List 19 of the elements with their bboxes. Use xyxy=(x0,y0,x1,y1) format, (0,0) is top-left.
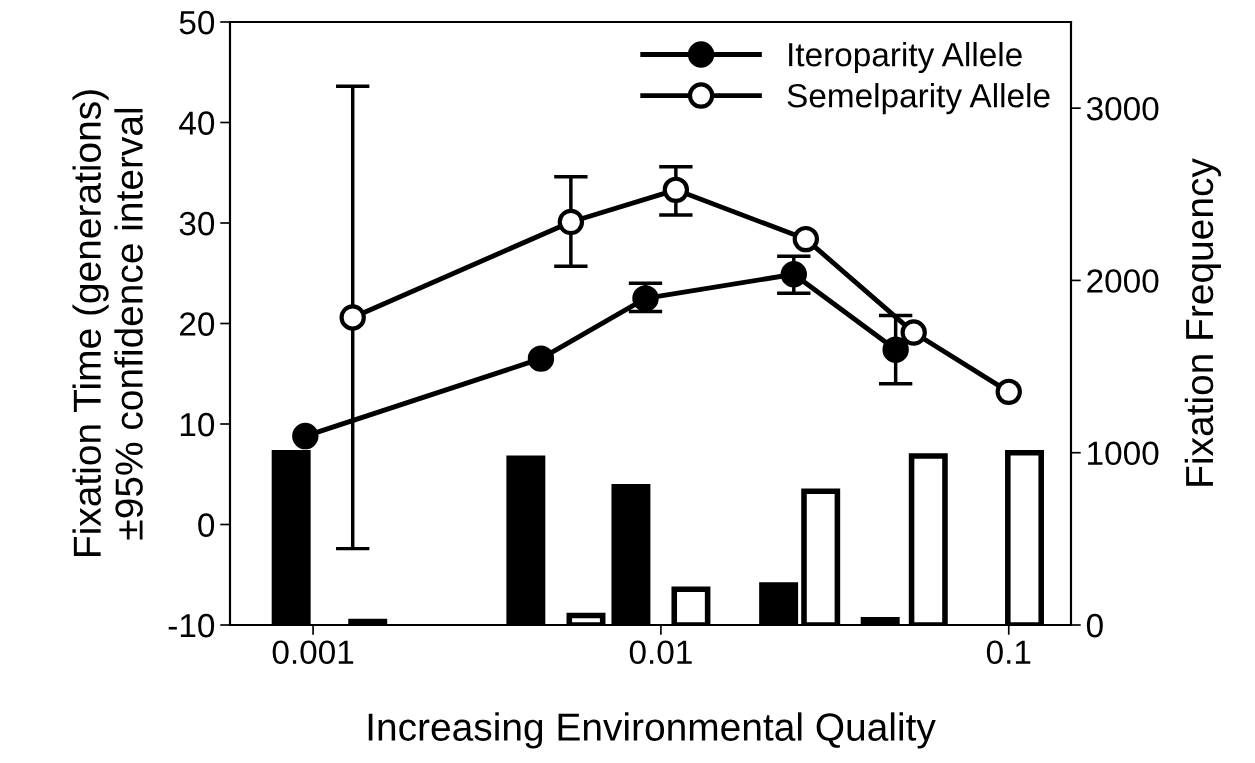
y-tick-label: -10 xyxy=(168,613,215,638)
y-tick-label: 20 xyxy=(180,312,215,336)
y2-tick-label: 0 xyxy=(1086,613,1103,638)
x-tick-label: 0.01 xyxy=(629,640,692,665)
y-tick-label: 40 xyxy=(179,111,215,135)
legend-label: Iteroparity Allele xyxy=(789,42,1022,74)
legend-label: Semelparity Allele xyxy=(787,83,1050,115)
x-axis-title: Increasing Environmental Quality xyxy=(368,712,936,749)
y-tick-label: 30 xyxy=(179,211,215,236)
y-axis-title: Fixation Time (generations) ±95% confidence interval xyxy=(72,90,143,556)
y2-tick-label: 2000 xyxy=(1087,269,1159,293)
y2-tick-label: 1000 xyxy=(1088,441,1159,466)
y2-axis-title: Fixation Frequency xyxy=(1184,158,1221,486)
y-tick-label: 50 xyxy=(179,10,215,35)
x-tick-label: 0.001 xyxy=(272,640,354,665)
y-tick-label: 10 xyxy=(180,412,215,437)
y-tick-label: 0 xyxy=(198,513,215,537)
y2-tick-label: 3000 xyxy=(1086,96,1159,121)
x-tick-label: 0.1 xyxy=(986,640,1031,665)
